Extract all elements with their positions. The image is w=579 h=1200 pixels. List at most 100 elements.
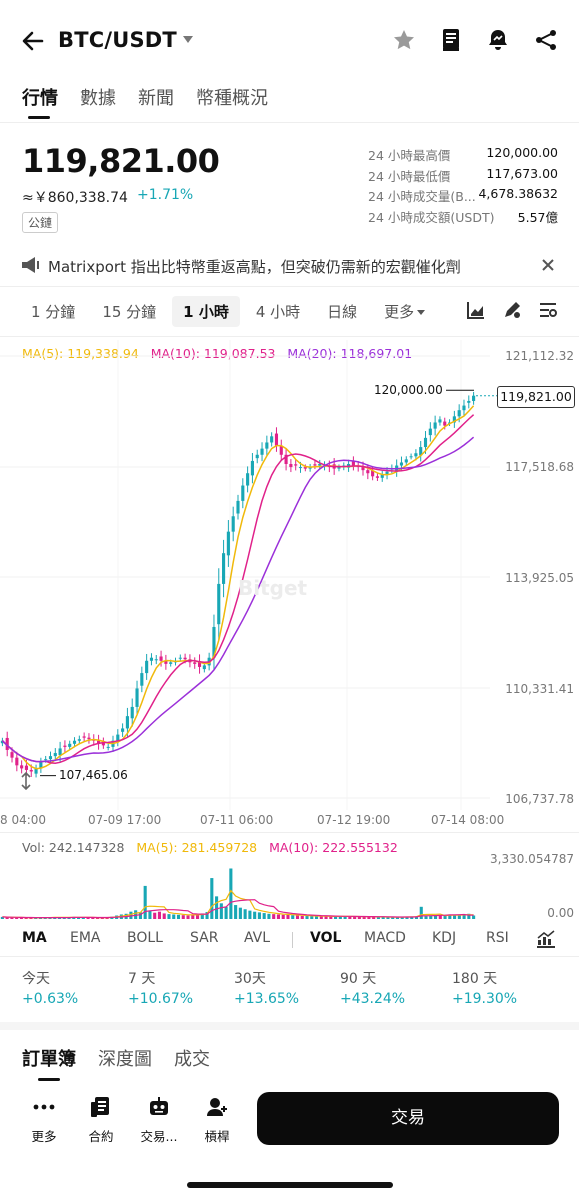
- indicator-ma[interactable]: MA: [22, 930, 47, 946]
- margin-button[interactable]: 槓桿: [192, 1096, 242, 1145]
- tab-trades[interactable]: 成交: [174, 1049, 210, 1070]
- volume-bar: [148, 910, 152, 919]
- high-marker-label: 120,000.00: [374, 383, 443, 397]
- volume-axis-label: 3,330.054787: [490, 852, 574, 866]
- candle-body: [145, 660, 149, 674]
- candle-body: [125, 716, 129, 729]
- caret-down-icon[interactable]: [183, 36, 193, 44]
- interval-more[interactable]: 更多: [373, 296, 436, 327]
- reset-zoom-icon[interactable]: [18, 772, 34, 790]
- tab-depth-chart[interactable]: 深度圖: [98, 1049, 152, 1070]
- interval-1d[interactable]: 日線: [327, 302, 358, 321]
- indicator-tabs: MA EMA BOLL SAR AVL VOL MACD KDJ RSI: [0, 930, 579, 950]
- tab-underline: [28, 116, 50, 119]
- x-axis-label: 8 04:00: [0, 813, 47, 827]
- volume-bar: [134, 910, 138, 919]
- volume-bar: [86, 917, 90, 919]
- divider: [0, 122, 579, 123]
- news-text[interactable]: Matrixport 指出比特幣重返高點，但突破仍需新的宏觀催化劑: [48, 258, 461, 276]
- volume-bar: [376, 917, 380, 919]
- trading-bot-button[interactable]: 交易...: [134, 1096, 184, 1145]
- volume-bar: [67, 917, 71, 919]
- volume-bar: [443, 914, 447, 919]
- tab-news[interactable]: 新聞: [138, 88, 174, 109]
- volume-bar: [310, 916, 314, 919]
- chain-badge[interactable]: 公鏈: [22, 212, 59, 233]
- interval-4h[interactable]: 4 小時: [255, 302, 301, 321]
- indicator-ema[interactable]: EMA: [70, 930, 101, 946]
- candle-body: [63, 745, 67, 747]
- more-dots-icon: [33, 1104, 55, 1110]
- contract-button[interactable]: 合約: [76, 1096, 126, 1145]
- volume-bar: [24, 917, 28, 919]
- price-alert-bell-icon[interactable]: [486, 28, 510, 52]
- speaker-icon: [22, 257, 39, 273]
- volume-bar: [162, 913, 166, 919]
- chart-type-icon[interactable]: [466, 300, 486, 320]
- indicator-boll[interactable]: BOLL: [127, 930, 163, 946]
- volume-bar: [414, 916, 419, 919]
- indicator-kdj[interactable]: KDJ: [432, 930, 457, 946]
- indicator-avl[interactable]: AVL: [244, 930, 271, 946]
- volume-bar: [172, 914, 176, 919]
- candle-body: [274, 433, 279, 446]
- candle-body: [130, 706, 134, 719]
- stat-label: 24 小時最低價: [368, 168, 451, 184]
- candle-body: [15, 757, 19, 766]
- volume-bar: [453, 915, 457, 919]
- ma5-line: [1, 405, 475, 770]
- volume-chart[interactable]: [0, 855, 579, 925]
- order-tabs: 訂單簿 深度圖 成交: [22, 1045, 210, 1071]
- stats-panel: 24 小時最高價 120,000.00 24 小時最低價 117,673.00 24…: [368, 145, 558, 227]
- indicator-sar[interactable]: SAR: [190, 930, 219, 946]
- share-icon[interactable]: [534, 28, 558, 52]
- more-button[interactable]: 更多: [19, 1096, 69, 1145]
- home-indicator[interactable]: [187, 1182, 393, 1188]
- stat-value: 120,000.00: [486, 145, 558, 160]
- candle-body: [279, 445, 283, 455]
- chart-settings-icon[interactable]: [538, 300, 558, 320]
- candle-body: [294, 464, 298, 466]
- indicator-macd[interactable]: MACD: [364, 930, 406, 946]
- indicator-settings-icon[interactable]: [536, 930, 556, 948]
- candle-body: [361, 467, 365, 471]
- book-icon[interactable]: [440, 28, 462, 52]
- drawing-tool-icon[interactable]: [502, 300, 522, 320]
- candlestick-chart[interactable]: [0, 340, 579, 830]
- margin-label: 槓桿: [204, 1129, 230, 1144]
- back-arrow-icon[interactable]: [20, 28, 46, 54]
- tab-coin-overview[interactable]: 幣種概況: [196, 88, 268, 109]
- volume-bar: [267, 913, 271, 919]
- perf-label: 90 天: [340, 971, 377, 987]
- current-price-tag[interactable]: 119,821.00: [497, 386, 575, 408]
- interval-1h[interactable]: 1 小時: [172, 295, 240, 327]
- close-icon[interactable]: [542, 259, 554, 271]
- volume-bar: [467, 913, 471, 919]
- x-axis-label: 07-14 08:00: [431, 813, 505, 827]
- stat-label: 24 小時成交額(USDT): [368, 209, 495, 225]
- stat-row: 24 小時成交額(USDT) 5.57億: [368, 207, 558, 228]
- indicator-rsi[interactable]: RSI: [486, 930, 509, 946]
- low-marker-label: 107,465.06: [59, 768, 128, 782]
- volume-bar: [143, 885, 147, 919]
- vol-ma10: MA(10): 222.555132: [269, 840, 398, 855]
- star-icon[interactable]: [392, 28, 416, 52]
- caret-down-icon: [417, 309, 426, 315]
- candle-body: [87, 737, 91, 740]
- volume-bar: [191, 914, 195, 919]
- more-label: 更多: [31, 1129, 57, 1144]
- tab-order-book[interactable]: 訂單簿: [22, 1049, 76, 1070]
- trade-button[interactable]: 交易: [257, 1092, 559, 1145]
- volume-axis-label: 0.00: [547, 906, 574, 920]
- candle-body: [366, 470, 370, 474]
- interval-1m[interactable]: 1 分鐘: [31, 302, 76, 321]
- volume-bar: [262, 913, 266, 919]
- tab-market[interactable]: 行情: [22, 88, 58, 109]
- tab-data[interactable]: 數據: [80, 88, 116, 109]
- interval-15m[interactable]: 15 分鐘: [102, 302, 157, 321]
- indicator-vol[interactable]: VOL: [310, 930, 342, 946]
- candle-body: [34, 768, 38, 774]
- divider: [0, 832, 579, 833]
- pair-title[interactable]: BTC/USDT: [58, 28, 177, 52]
- news-banner[interactable]: Matrixport 指出比特幣重返高點，但突破仍需新的宏觀催化劑: [22, 255, 558, 277]
